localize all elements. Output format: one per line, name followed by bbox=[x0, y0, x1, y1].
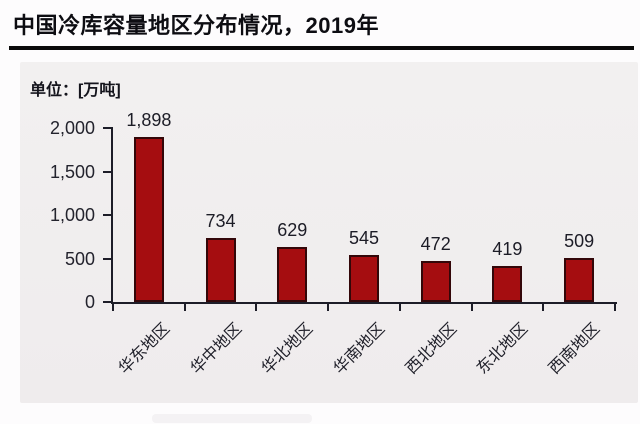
title-underline bbox=[9, 46, 634, 50]
x-category-label: 华南地区 bbox=[330, 320, 389, 378]
x-tick-mark bbox=[327, 304, 330, 311]
bar-value-label: 472 bbox=[420, 233, 451, 254]
bar-value-label: 1,898 bbox=[126, 109, 172, 130]
x-tick-mark bbox=[398, 304, 401, 311]
bar bbox=[133, 136, 164, 302]
x-tick-mark bbox=[542, 304, 545, 311]
y-tick-label: 500 bbox=[64, 248, 95, 269]
bar-value-label: 629 bbox=[277, 220, 308, 241]
y-tick-mark bbox=[103, 170, 111, 173]
bar bbox=[564, 257, 595, 302]
x-tick-mark bbox=[470, 304, 473, 311]
x-category-label: 西北地区 bbox=[402, 320, 460, 378]
x-tick-mark bbox=[183, 304, 186, 311]
x-axis-line bbox=[111, 302, 617, 304]
y-tick-label: 2,000 bbox=[49, 118, 95, 138]
footer-smudge bbox=[152, 414, 312, 423]
x-tick-mark bbox=[255, 304, 258, 311]
x-category-label: 华中地区 bbox=[187, 320, 245, 378]
y-tick-mark bbox=[103, 301, 111, 303]
chart-panel: 单位：[万吨] 0 500 1,000 1,500 2,000 1,898 华东地区 734 华… bbox=[20, 62, 638, 403]
unit-label: 单位：[万吨] bbox=[30, 82, 121, 99]
y-tick-mark bbox=[103, 127, 111, 129]
x-category-label: 华东地区 bbox=[115, 320, 174, 378]
bar-value-label: 545 bbox=[348, 227, 380, 248]
x-category-label: 西南地区 bbox=[546, 320, 604, 378]
x-category-label: 东北地区 bbox=[474, 320, 532, 378]
bar bbox=[420, 260, 451, 302]
y-tick-label: 0 bbox=[84, 292, 95, 312]
y-tick-mark bbox=[103, 257, 111, 260]
page-title: 中国冷库容量地区分布情况，2019年 bbox=[13, 13, 379, 38]
y-tick-label: 1,000 bbox=[49, 205, 95, 225]
y-axis-line bbox=[111, 127, 113, 304]
y-tick-label: 1,500 bbox=[49, 161, 95, 182]
bar bbox=[349, 254, 379, 302]
bar bbox=[205, 238, 236, 302]
x-category-label: 华北地区 bbox=[259, 320, 317, 378]
chart-plot: 0 500 1,000 1,500 2,000 1,898 华东地区 734 华中地区 629 华北… bbox=[20, 62, 638, 403]
y-tick-mark bbox=[103, 214, 111, 216]
bar bbox=[277, 247, 308, 302]
bar-value-label: 509 bbox=[564, 230, 595, 251]
bar-value-label: 734 bbox=[205, 211, 236, 232]
bar-value-label: 419 bbox=[492, 238, 523, 259]
bar bbox=[492, 265, 523, 302]
x-tick-mark bbox=[614, 304, 616, 311]
x-tick-mark bbox=[112, 304, 114, 311]
